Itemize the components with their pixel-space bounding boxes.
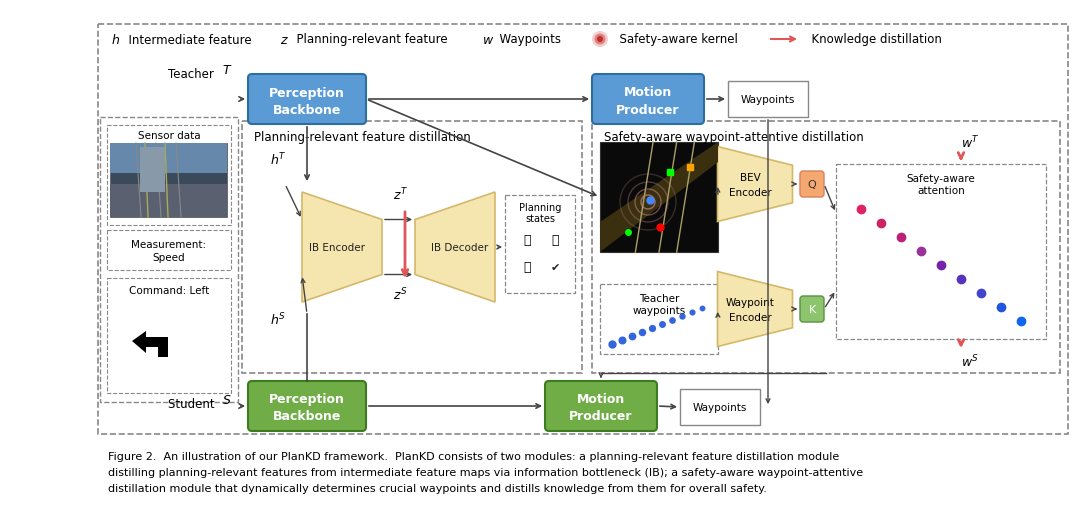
Text: Perception: Perception (269, 393, 345, 406)
Text: Student: Student (168, 398, 218, 411)
Bar (110, 144, 227, 217)
Text: IB Encoder: IB Encoder (309, 242, 365, 252)
Text: Planning-relevant feature distillation: Planning-relevant feature distillation (254, 131, 471, 144)
Text: $\mathit{S}$: $\mathit{S}$ (222, 394, 231, 407)
Polygon shape (415, 192, 495, 302)
Text: K: K (808, 304, 815, 315)
Text: Motion: Motion (624, 87, 672, 99)
Text: Sensor data: Sensor data (137, 131, 200, 140)
FancyBboxPatch shape (800, 296, 824, 322)
Bar (140, 148, 165, 192)
Text: $z^T$: $z^T$ (393, 186, 408, 203)
Polygon shape (717, 272, 793, 347)
Bar (836, 165, 1047, 340)
Text: 🚗: 🚗 (523, 234, 530, 247)
FancyBboxPatch shape (248, 381, 366, 431)
Text: Safety-aware: Safety-aware (906, 174, 975, 184)
Text: $h^S$: $h^S$ (270, 311, 286, 328)
Bar (107, 126, 231, 225)
Text: Producer: Producer (617, 103, 679, 116)
Text: Teacher: Teacher (638, 293, 679, 303)
Text: Speed: Speed (152, 252, 186, 263)
Text: Knowledge distillation: Knowledge distillation (804, 34, 942, 46)
Text: Safety-aware kernel: Safety-aware kernel (612, 34, 738, 46)
Text: states: states (525, 214, 555, 223)
Text: $\mathit{T}$: $\mathit{T}$ (222, 64, 232, 76)
Bar (98, 25, 1068, 434)
Text: Waypoints: Waypoints (741, 95, 795, 105)
Polygon shape (132, 331, 168, 357)
Text: Teacher: Teacher (168, 67, 218, 80)
Bar (110, 185, 227, 217)
Text: Waypoints: Waypoints (492, 34, 561, 46)
Text: Safety-aware waypoint-attentive distillation: Safety-aware waypoint-attentive distilla… (604, 131, 864, 144)
Text: distillation module that dynamically determines crucial waypoints and distills k: distillation module that dynamically det… (108, 483, 767, 493)
Text: z: z (280, 34, 286, 46)
Text: Encoder: Encoder (729, 188, 771, 197)
Text: $w^S$: $w^S$ (961, 353, 980, 370)
Polygon shape (600, 143, 718, 252)
Text: $h^T$: $h^T$ (270, 151, 287, 168)
Bar (680, 389, 760, 425)
Text: 🛑: 🛑 (551, 234, 558, 247)
Text: $w^T$: $w^T$ (961, 134, 980, 151)
Text: Backbone: Backbone (273, 103, 341, 116)
Text: Planning-relevant feature: Planning-relevant feature (289, 34, 447, 46)
Text: Waypoint: Waypoint (726, 297, 774, 307)
Text: $z^S$: $z^S$ (393, 286, 407, 303)
Text: Perception: Perception (269, 87, 345, 99)
Text: Waypoints: Waypoints (692, 402, 747, 412)
Bar (505, 195, 575, 293)
Text: waypoints: waypoints (633, 305, 686, 316)
Bar (107, 278, 231, 393)
Polygon shape (302, 192, 382, 302)
Text: Figure 2.  An illustration of our PlanKD framework.  PlanKD consists of two modu: Figure 2. An illustration of our PlanKD … (108, 451, 839, 461)
FancyBboxPatch shape (800, 172, 824, 197)
Circle shape (592, 32, 608, 48)
Bar (110, 144, 227, 174)
Bar (100, 118, 238, 402)
Text: Q: Q (808, 180, 816, 190)
Text: h: h (112, 34, 120, 46)
Bar (592, 122, 1059, 373)
Polygon shape (717, 147, 793, 222)
Text: Encoder: Encoder (729, 313, 771, 322)
Circle shape (594, 35, 606, 45)
Text: attention: attention (917, 186, 964, 195)
Text: Planning: Planning (518, 203, 562, 213)
Text: Command: Left: Command: Left (129, 286, 210, 295)
FancyBboxPatch shape (592, 75, 704, 125)
Bar (600, 285, 718, 354)
Text: Measurement:: Measurement: (132, 240, 206, 249)
Text: w: w (483, 34, 494, 46)
Bar (728, 82, 808, 118)
Text: distilling planning-relevant features from intermediate feature maps via informa: distilling planning-relevant features fr… (108, 467, 863, 477)
Text: Motion: Motion (577, 393, 625, 406)
Text: IB Decoder: IB Decoder (431, 242, 488, 252)
Circle shape (597, 37, 603, 43)
Text: ✔: ✔ (551, 263, 559, 272)
Bar (600, 143, 718, 252)
Bar (107, 231, 231, 270)
Text: Backbone: Backbone (273, 410, 341, 422)
FancyBboxPatch shape (545, 381, 657, 431)
Bar (242, 122, 582, 373)
Text: Intermediate feature: Intermediate feature (121, 34, 252, 46)
FancyBboxPatch shape (248, 75, 366, 125)
Text: Producer: Producer (569, 410, 633, 422)
Text: 🚦: 🚦 (523, 261, 530, 274)
Text: BEV: BEV (740, 173, 760, 183)
